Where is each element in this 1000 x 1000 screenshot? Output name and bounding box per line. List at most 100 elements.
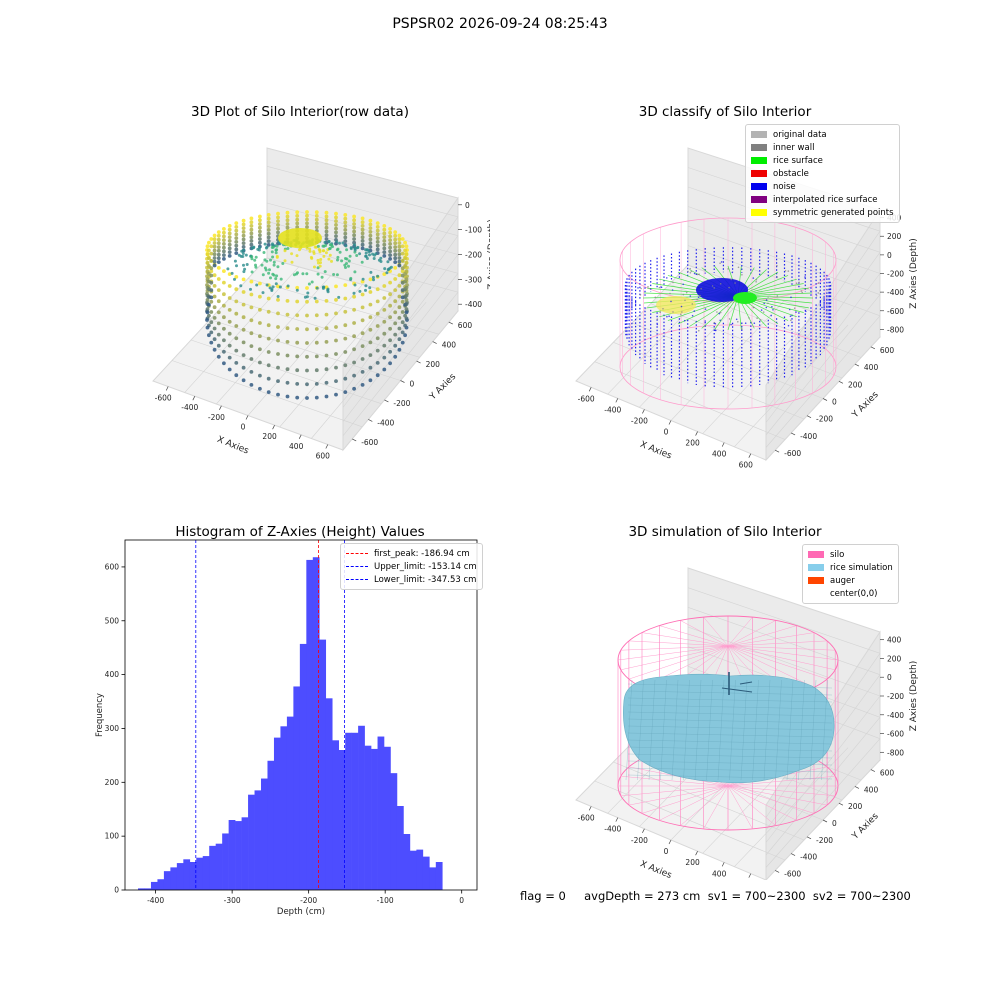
sim-gridline [765, 738, 881, 868]
raw-plot-title: 3D Plot of Silo Interior(row data) [191, 104, 409, 120]
y-tick-label: 400 [105, 670, 120, 679]
raw-xtick-label: 400 [289, 442, 304, 451]
histogram-bar [422, 856, 430, 890]
sim-ztick-label: 200 [887, 654, 902, 663]
raw-yaxis-label: Y Axies [427, 372, 458, 403]
histogram-bar [196, 857, 204, 890]
raw-ytick-label: 0 [410, 380, 415, 389]
histogram-bar [228, 820, 236, 890]
histogram-bar [358, 725, 365, 890]
cls-ztick-label: 200 [887, 232, 902, 241]
raw-ytick [368, 419, 373, 422]
histogram-bar [403, 834, 411, 890]
cls-ztick-label: 0 [887, 251, 892, 260]
legend-label: auger [830, 575, 855, 586]
legend-swatch [751, 183, 767, 190]
sim-xtick-label: -600 [578, 813, 595, 822]
sim-gridline [687, 587, 881, 654]
histogram-bar [241, 817, 249, 890]
sim-ytick-label: -400 [800, 853, 817, 862]
y-tick-label: 200 [105, 778, 120, 787]
x-axis-label: Depth (cm) [277, 907, 325, 917]
raw-xaxis-label: X Axies [215, 435, 250, 457]
cls-ytick-label: 400 [864, 363, 879, 372]
sim-ytick-label: 400 [864, 785, 879, 794]
sim-ztick-label: 0 [887, 673, 892, 682]
legend-label: rice simulation [830, 562, 893, 573]
histogram-legend: first_peak: -186.94 cm Upper_limit: -153.… [340, 543, 483, 590]
raw-xtick-label: -600 [155, 394, 172, 403]
histogram-bar [429, 867, 437, 890]
cls-yaxis-label: Y Axies [850, 390, 881, 421]
raw-ytick-label: -600 [361, 438, 378, 447]
histogram-bar [364, 745, 372, 890]
legend-label: original data [773, 129, 827, 140]
sim-xtick [748, 873, 752, 878]
raw-ztick-label: -200 [465, 251, 482, 260]
raw-ytick [432, 341, 437, 344]
histogram-bar [170, 867, 178, 890]
raw-ytick-label: -400 [377, 418, 394, 427]
legend-entry: center(0,0) [808, 587, 893, 600]
raw-gridline [266, 184, 459, 236]
cls-ytick-label: -200 [816, 415, 833, 424]
raw-xtick [245, 415, 249, 420]
raw-3d-plot[interactable]: -600 -400 -200 0 200 400 600 -600 -400 -200 0 200 40… [130, 130, 490, 470]
histogram-title: Histogram of Z-Axies (Height) Values [175, 524, 425, 540]
histogram-bar [261, 778, 268, 890]
raw-xtick [219, 405, 222, 410]
legend-label: symmetric generated points [773, 207, 894, 218]
sim-zaxis-label: Z Axies (Depth) [909, 661, 919, 732]
histogram-bar [390, 773, 398, 890]
sim-ytick [838, 802, 844, 806]
sim-xtick [695, 851, 698, 856]
histogram-bar [215, 843, 223, 890]
sim-ytick-label: 0 [832, 819, 837, 828]
cls-ytick [854, 363, 860, 367]
sim-ztick-label: -200 [887, 692, 904, 701]
cls-gridline [687, 245, 881, 317]
raw-ytick [384, 399, 389, 403]
simulation-3d-plot[interactable]: -600-400-2000200400600-600-400-200020040… [555, 550, 925, 880]
cls-gridline [687, 206, 881, 274]
histogram-bar [416, 849, 424, 890]
sim-rice-surface [623, 673, 835, 784]
y-axis-label: Frequency [95, 693, 105, 737]
x-tick-label: -400 [147, 896, 164, 905]
raw-xtick [272, 425, 275, 430]
classify-legend: original data inner wall rice surface obsta… [745, 124, 900, 223]
cls-xtick [668, 420, 672, 425]
cls-gridline [765, 315, 881, 448]
x-tick-label: 0 [459, 896, 464, 905]
sim-xtick [615, 817, 619, 822]
histogram-chart[interactable]: -400 -300 -200 -100 0 0 100 200 300 400 500 600 Dept… [80, 530, 490, 920]
cls-xtick-label: -400 [604, 405, 621, 414]
sim-ytick-label: -200 [816, 836, 833, 845]
histogram-bar [144, 888, 152, 890]
sim-xtick-label: 0 [664, 847, 669, 856]
raw-ztick-label: -100 [465, 226, 482, 235]
histogram-bar [293, 686, 301, 890]
cls-ytick [806, 415, 812, 419]
histogram-bar [273, 737, 281, 890]
histogram-bar [222, 833, 229, 890]
legend-entry: Upper_limit: -153.14 cm [346, 560, 477, 573]
legend-swatch [808, 590, 824, 597]
histogram-bar [163, 871, 171, 890]
legend-entry: Lower_limit: -347.53 cm [346, 573, 477, 586]
histogram-bar [254, 790, 262, 890]
histogram-bar [157, 879, 165, 890]
classify-plot-title: 3D classify of Silo Interior [638, 104, 812, 120]
cls-ytick-label: -600 [784, 449, 801, 458]
y-tick-label: 100 [105, 832, 120, 841]
legend-label: inner wall [773, 142, 815, 153]
legend-label: center(0,0) [830, 588, 878, 599]
legend-entry: noise [751, 180, 894, 193]
sim-xtick-label: 200 [685, 858, 700, 867]
legend-swatch [751, 209, 767, 216]
legend-label: noise [773, 181, 796, 192]
histogram-bar [409, 850, 417, 890]
cls-xtick-label: 200 [685, 439, 700, 448]
cls-gridline [765, 294, 881, 436]
cls-xtick [588, 387, 592, 392]
